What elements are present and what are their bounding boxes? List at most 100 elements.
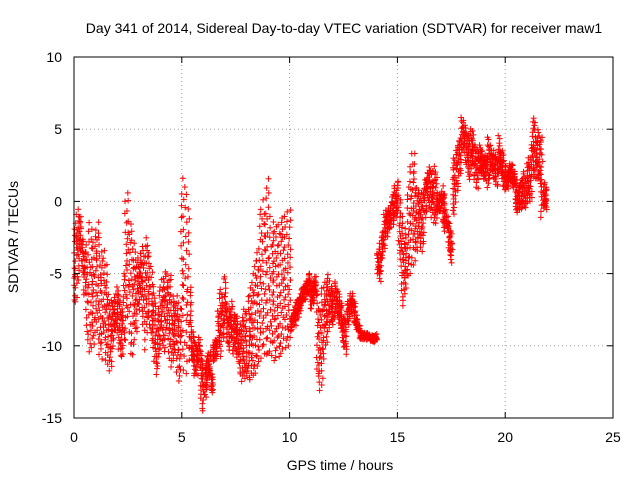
data-point (274, 242, 281, 249)
data-point (254, 363, 261, 370)
data-point (123, 207, 130, 214)
data-point (266, 296, 273, 303)
data-point (216, 295, 223, 302)
data-point (287, 207, 294, 214)
data-point (165, 348, 172, 355)
data-point (233, 354, 240, 361)
data-point (81, 269, 88, 276)
data-point (179, 346, 186, 353)
data-point (255, 358, 262, 365)
data-point (144, 242, 151, 249)
data-point (273, 254, 280, 261)
data-point (96, 241, 103, 248)
data-point (129, 245, 136, 252)
data-point (195, 339, 202, 346)
data-point (110, 343, 117, 350)
data-point (145, 288, 152, 295)
data-point (246, 316, 253, 323)
data-point (182, 204, 189, 211)
data-point (410, 179, 417, 186)
data-point (296, 301, 303, 308)
data-point (156, 340, 163, 347)
data-point (83, 314, 90, 321)
data-point (496, 135, 503, 142)
data-point (122, 282, 129, 289)
data-point (302, 295, 309, 302)
data-point (484, 184, 491, 191)
data-point (203, 394, 210, 401)
data-point (153, 371, 160, 378)
data-point (278, 238, 285, 245)
data-point (92, 267, 99, 274)
data-point (89, 293, 96, 300)
data-point (315, 316, 322, 323)
data-point (378, 262, 385, 269)
data-point (258, 308, 265, 315)
data-point (137, 257, 144, 264)
data-point (102, 334, 109, 341)
data-point (278, 280, 285, 287)
data-point (267, 318, 274, 325)
data-point (146, 321, 153, 328)
data-point (272, 347, 279, 354)
data-point (255, 291, 262, 298)
data-point (121, 273, 128, 280)
data-point (246, 376, 253, 383)
data-point (91, 273, 98, 280)
data-point (93, 305, 100, 312)
data-point (268, 322, 275, 329)
data-point (128, 330, 135, 337)
data-point (95, 336, 102, 343)
data-point (82, 306, 89, 313)
data-point (534, 126, 541, 133)
data-point (248, 279, 255, 286)
data-point (161, 313, 168, 320)
x-axis-label: GPS time / hours (287, 457, 394, 473)
data-point (88, 290, 95, 297)
data-point (115, 292, 122, 299)
data-point (257, 206, 264, 213)
data-point (233, 313, 240, 320)
data-point (131, 281, 138, 288)
data-point (272, 315, 279, 322)
data-point (285, 342, 292, 349)
data-point (282, 294, 289, 301)
data-point (337, 303, 344, 310)
data-point (128, 228, 135, 235)
data-point (88, 344, 95, 351)
chart-title: Day 341 of 2014, Sidereal Day-to-day VTE… (86, 20, 603, 36)
data-point (93, 289, 100, 296)
data-point (353, 312, 360, 319)
data-point (92, 314, 99, 321)
data-point (163, 270, 170, 277)
data-point (72, 284, 79, 291)
data-point (131, 302, 138, 309)
data-point (265, 255, 272, 262)
data-point (287, 217, 294, 224)
data-point (87, 327, 94, 334)
data-point (172, 349, 179, 356)
x-axis: 0 5 10 15 20 25 (70, 57, 621, 445)
data-point (260, 196, 267, 203)
data-point (174, 316, 181, 323)
data-point (255, 343, 262, 350)
data-point (262, 210, 269, 217)
data-point (184, 311, 191, 318)
data-point (326, 324, 333, 331)
data-point (83, 322, 90, 329)
data-point (252, 272, 259, 279)
data-point (98, 248, 105, 255)
data-point (256, 223, 263, 230)
data-point (104, 361, 111, 368)
data-point (169, 317, 176, 324)
data-point (175, 324, 182, 331)
data-point (122, 337, 129, 344)
data-point (316, 387, 323, 394)
data-point (336, 291, 343, 298)
data-point (277, 231, 284, 238)
data-point (122, 325, 129, 332)
data-point (186, 251, 193, 258)
data-point (141, 346, 148, 353)
data-point (111, 303, 118, 310)
data-point (274, 312, 281, 319)
